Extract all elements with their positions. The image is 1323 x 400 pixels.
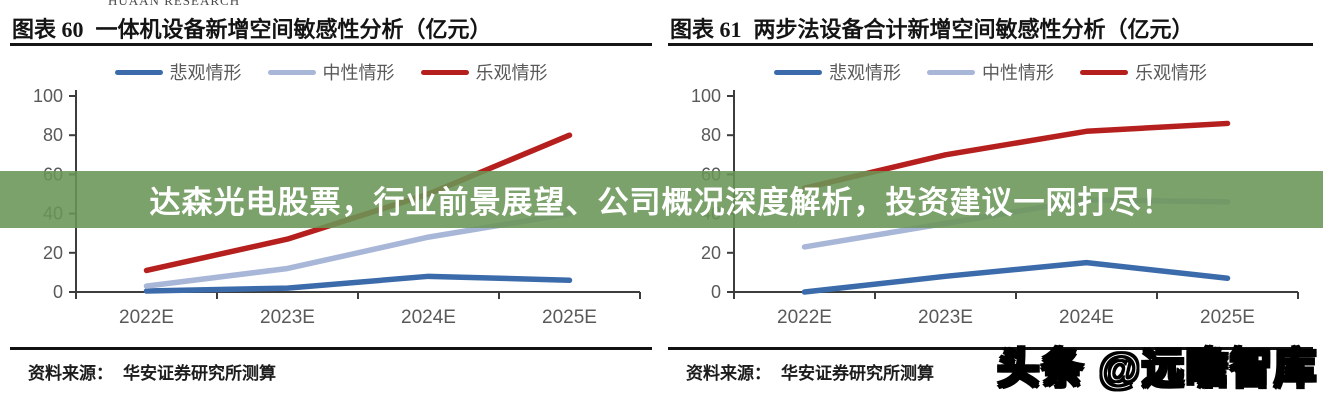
headline-banner: 达森光电股票，行业前景展望、公司概况深度解析，投资建议一网打尽！ [0,171,1323,228]
watermark: 头条 @远瞻智库 [996,344,1318,393]
figure-heading: 图表 61 两步法设备合计新增空间敏感性分析（亿元） [670,12,1194,44]
legend-label: 中性情形 [982,63,1054,83]
y-tick-label: 80 [43,125,63,145]
legend-label: 中性情形 [322,63,395,83]
source-divider [10,347,652,350]
figure-label: 图表 61 [670,17,742,42]
x-category-label: 2024E [1059,307,1114,328]
source-text: 华安证券研究所测算 [123,364,276,383]
chart-legend: 悲观情形 中性情形 乐观情形 [10,61,652,83]
legend-item-neutral: 中性情形 [927,59,1054,85]
x-category-label: 2022E [777,307,832,328]
y-tick-label: 20 [43,243,63,263]
source-label: 资料来源： [28,364,113,383]
chart-legend: 悲观情形 中性情形 乐观情形 [668,61,1313,83]
figure-panel-60: 图表 60 一体机设备新增空间敏感性分析（亿元） 悲观情形 中性情形 乐观情形 0 2… [10,0,652,400]
source-divider [668,347,1313,350]
x-category-label: 2023E [918,307,973,328]
source-label: 资料来源： [686,364,771,383]
chart-title: 两步法设备合计新增空间敏感性分析（亿元） [753,17,1194,42]
title-divider [10,43,652,46]
source-line: 资料来源： 华安证券研究所测算 [686,359,934,384]
legend-item-pessimistic: 悲观情形 [774,59,901,85]
source-line: 资料来源： 华安证券研究所测算 [28,359,276,384]
line-chart-plot: 0204060801002022E2023E2024E2025E [33,86,641,328]
legend-line-swatch-neutral [267,69,316,75]
figure-heading: 图表 60 一体机设备新增空间敏感性分析（亿元） [12,12,492,44]
y-tick-label: 100 [691,86,721,106]
legend-label: 悲观情形 [169,63,242,83]
figure-panel-61: 图表 61 两步法设备合计新增空间敏感性分析（亿元） 悲观情形 中性情形 乐观情形 … [668,0,1313,400]
series-line-pessimistic [143,273,573,294]
x-category-label: 2023E [260,307,315,328]
legend-item-optimistic: 乐观情形 [1080,59,1207,85]
legend-line-swatch-optimistic [420,69,469,75]
headline-banner-text: 达森光电股票，行业前景展望、公司概况深度解析，投资建议一网打尽！ [149,185,1174,220]
legend-item-neutral: 中性情形 [267,59,395,85]
chart-title: 一体机设备新增空间敏感性分析（亿元） [95,17,492,42]
legend-line-swatch-pessimistic [774,69,822,75]
series-line-pessimistic [801,259,1231,295]
y-tick-label: 80 [701,125,721,145]
x-category-label: 2025E [1200,307,1255,328]
x-category-label: 2024E [401,307,456,328]
legend-item-optimistic: 乐观情形 [420,59,548,85]
legend-label: 乐观情形 [475,63,548,83]
legend-line-swatch-neutral [927,69,975,75]
y-tick-label: 0 [711,282,721,302]
x-category-label: 2022E [119,307,174,328]
title-divider [668,43,1313,46]
y-tick-label: 0 [53,282,63,302]
legend-label: 悲观情形 [829,63,901,83]
x-category-label: 2025E [542,307,597,328]
y-tick-label: 100 [33,86,63,106]
source-text: 华安证券研究所测算 [781,364,934,383]
legend-line-swatch-pessimistic [114,69,163,75]
y-tick-label: 20 [701,243,721,263]
huaan-research-logo: HUAAN RESEARCH [108,0,241,8]
legend-item-pessimistic: 悲观情形 [114,59,242,85]
legend-label: 乐观情形 [1135,63,1207,83]
legend-line-swatch-optimistic [1080,69,1128,75]
figure-label: 图表 60 [12,17,84,42]
